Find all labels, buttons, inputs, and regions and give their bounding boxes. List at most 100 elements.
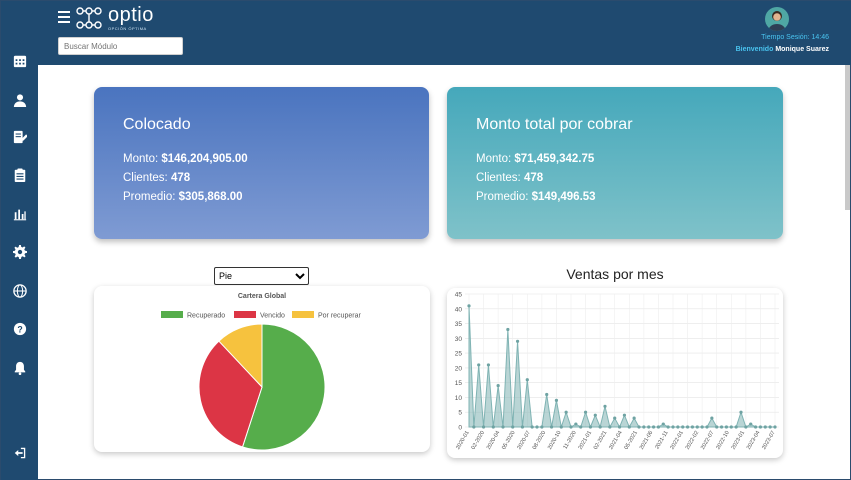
data-point[interactable] (642, 425, 646, 429)
user-icon[interactable] (1, 88, 38, 112)
data-point[interactable] (549, 425, 554, 429)
data-point[interactable] (758, 425, 763, 429)
data-point[interactable] (647, 425, 651, 429)
data-point[interactable] (724, 425, 729, 429)
legend-label[interactable]: Recuperado (187, 313, 225, 320)
data-point[interactable] (661, 422, 665, 426)
globe-icon[interactable] (1, 279, 38, 303)
pie-slice-vencido[interactable] (198, 340, 263, 448)
bell-icon[interactable] (1, 356, 38, 380)
chart-type-select[interactable]: Pie (214, 267, 309, 285)
card-title: Monto total por cobrar (476, 116, 633, 133)
edit-document-icon[interactable] (1, 125, 38, 149)
data-point[interactable] (651, 425, 656, 429)
data-point[interactable] (749, 422, 753, 426)
x-tick-label: 2023-07 (761, 430, 776, 451)
data-point[interactable] (554, 398, 559, 402)
clientes-line: Clientes: 478 (123, 172, 190, 184)
data-point[interactable] (617, 425, 622, 429)
data-point[interactable] (564, 410, 568, 414)
data-point[interactable] (569, 425, 573, 429)
legend-label[interactable]: Por recuperar (318, 313, 361, 320)
data-point[interactable] (593, 413, 597, 417)
data-point[interactable] (719, 425, 724, 429)
legend-swatch (292, 311, 314, 318)
data-point[interactable] (559, 425, 563, 429)
data-point[interactable] (481, 425, 486, 429)
clientes-value: 478 (170, 172, 191, 184)
data-point[interactable] (525, 378, 529, 382)
data-point[interactable] (705, 425, 709, 429)
data-point[interactable] (613, 416, 617, 420)
clipboard-icon[interactable] (1, 163, 38, 187)
welcome-label: Bienvenido (735, 46, 774, 53)
data-point[interactable] (535, 425, 539, 429)
data-point[interactable] (695, 425, 699, 429)
data-point[interactable] (734, 425, 738, 429)
data-point[interactable] (574, 422, 578, 426)
data-point[interactable] (753, 425, 758, 429)
data-point[interactable] (477, 363, 481, 367)
data-point[interactable] (583, 410, 588, 414)
pie-slice-recuperado[interactable] (241, 323, 326, 451)
data-point[interactable] (715, 425, 719, 429)
data-point[interactable] (598, 425, 602, 429)
calendar-icon[interactable] (1, 49, 38, 73)
data-point[interactable] (685, 425, 690, 429)
data-point[interactable] (768, 425, 772, 429)
data-point[interactable] (656, 425, 661, 429)
data-point[interactable] (472, 425, 476, 429)
data-point[interactable] (700, 425, 704, 429)
data-point[interactable] (763, 425, 767, 429)
data-point[interactable] (520, 425, 525, 429)
data-point[interactable] (511, 425, 515, 429)
scrollbar[interactable] (845, 65, 850, 210)
data-point[interactable] (530, 425, 534, 429)
data-point[interactable] (588, 425, 593, 429)
search-input[interactable] (58, 37, 183, 55)
y-tick-label: 5 (458, 410, 462, 417)
data-point[interactable] (671, 425, 675, 429)
data-point[interactable] (603, 404, 607, 408)
data-point[interactable] (729, 425, 733, 429)
data-point[interactable] (681, 425, 685, 429)
data-point[interactable] (579, 425, 583, 429)
data-point[interactable] (637, 425, 641, 429)
data-point[interactable] (739, 410, 743, 414)
x-tick-label: 2022-07 (700, 430, 715, 451)
data-point[interactable] (666, 425, 670, 429)
legend-label[interactable]: Vencido (260, 313, 285, 320)
data-point[interactable] (545, 392, 549, 397)
monto-line: Monto: $71,459,342.75 (476, 153, 594, 165)
logout-icon[interactable] (1, 441, 38, 465)
data-point[interactable] (608, 425, 612, 429)
data-point[interactable] (744, 425, 748, 429)
data-point[interactable] (710, 416, 714, 420)
data-point[interactable] (496, 384, 500, 388)
data-point[interactable] (540, 425, 544, 429)
y-tick-label: 15 (455, 380, 463, 387)
hamburger-menu-icon[interactable] (58, 11, 70, 23)
data-point[interactable] (627, 425, 631, 429)
y-tick-label: 45 (455, 292, 463, 299)
x-tick-label: 02-2020 (471, 430, 486, 451)
data-point[interactable] (676, 425, 680, 429)
pie-chart-card: Cartera Global Recuperado Vencido Por recup… (94, 286, 430, 452)
data-point[interactable] (622, 413, 627, 417)
data-point[interactable] (632, 416, 636, 420)
logo-text: optio (108, 4, 154, 26)
pie-chart: Cartera Global Recuperado Vencido Por recup… (161, 293, 361, 451)
data-point[interactable] (467, 304, 471, 308)
data-point[interactable] (486, 363, 491, 367)
pie-slice-por-recuperar[interactable] (218, 323, 263, 389)
data-point[interactable] (506, 327, 510, 332)
data-point[interactable] (501, 425, 505, 429)
gear-icon[interactable] (1, 240, 38, 264)
data-point[interactable] (690, 425, 695, 429)
data-point[interactable] (515, 339, 520, 343)
data-point[interactable] (773, 425, 777, 429)
help-icon[interactable]: ? (1, 317, 38, 341)
avatar[interactable] (765, 7, 789, 31)
bar-chart-icon[interactable] (1, 202, 38, 226)
data-point[interactable] (491, 425, 495, 429)
